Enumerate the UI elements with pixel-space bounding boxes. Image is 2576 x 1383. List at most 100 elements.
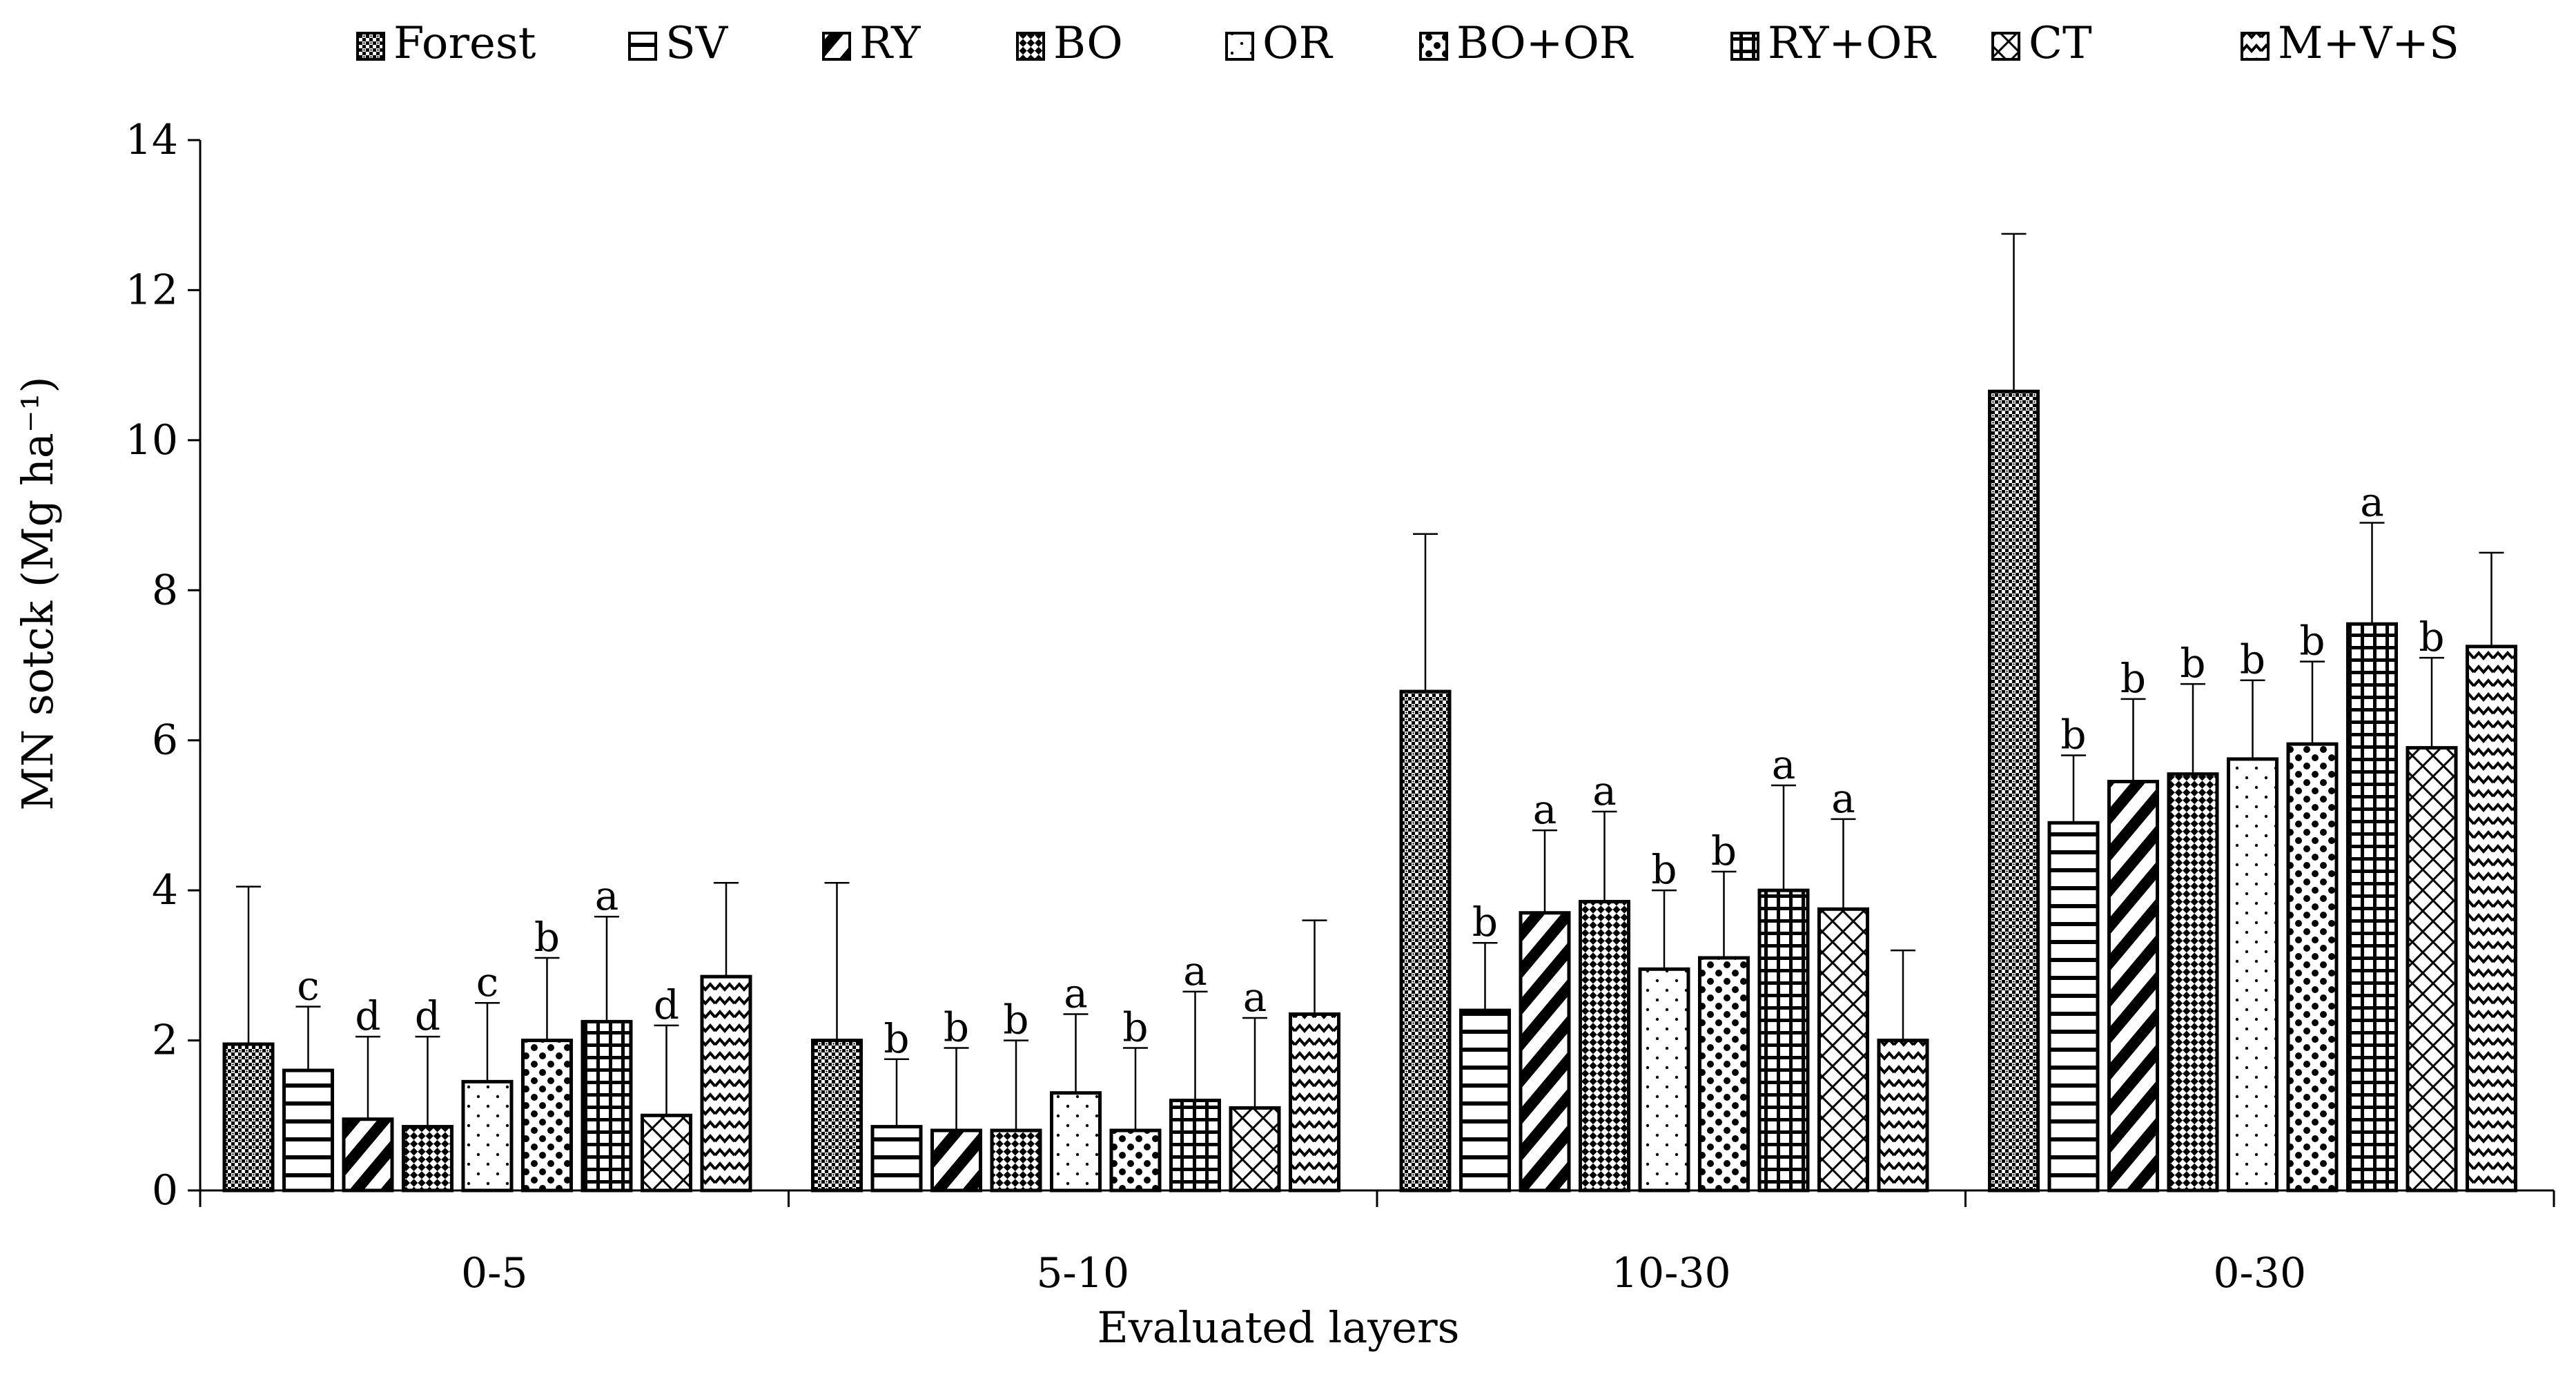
significance-letter: a: [595, 872, 619, 919]
bar: [282, 1068, 334, 1193]
significance-letter: b: [534, 914, 560, 961]
bar: [1877, 1039, 1929, 1193]
legend-label: CT: [2029, 18, 2092, 69]
bar: [222, 1042, 275, 1193]
y-tick-label: 2: [152, 1017, 178, 1065]
significance-letter: b: [884, 1015, 909, 1062]
significance-letter: b: [944, 1003, 969, 1050]
bar: [1169, 1099, 1221, 1193]
significance-letter: c: [297, 963, 319, 1010]
bar: [2466, 645, 2517, 1193]
y-tick-label: 4: [152, 866, 178, 914]
axes: 0 2 4 6 8 10 12 14 0-5 5-10 10-30 0-30: [126, 116, 2555, 1297]
bar: [2406, 746, 2458, 1193]
significance-letter: d: [654, 981, 679, 1028]
bar: [930, 1128, 982, 1193]
bar: [1050, 1091, 1102, 1193]
legend-label: RY+OR: [1768, 18, 1937, 69]
bar: [990, 1128, 1042, 1193]
bar: [2107, 780, 2159, 1193]
significance-letter: b: [1003, 997, 1028, 1043]
legend-swatch: [822, 32, 851, 61]
bar: [1757, 888, 1810, 1193]
x-tick-label: 0-5: [461, 1249, 528, 1297]
x-tick-label: 0-30: [2213, 1249, 2306, 1297]
significance-letter: b: [1122, 1003, 1148, 1050]
significance-letter: b: [1472, 899, 1498, 945]
significance-letter: a: [2360, 478, 2384, 525]
legend-label: SV: [665, 18, 729, 69]
bar: [1817, 907, 1869, 1193]
bar: [1399, 689, 1452, 1193]
significance-letter: a: [1183, 948, 1207, 994]
bar: [1289, 1012, 1340, 1193]
bar: [811, 1039, 863, 1193]
bar: [1459, 1008, 1511, 1193]
x-tick-label: 5-10: [1036, 1249, 1129, 1297]
significance-letter: d: [415, 992, 440, 1039]
legend: Forest SV RY BO OR BO+OR RY+OR CT M+V+S: [356, 18, 2459, 69]
bar: [402, 1125, 453, 1193]
bar: [2167, 772, 2219, 1193]
legend-swatch: [356, 32, 385, 61]
legend-label: OR: [1262, 18, 1333, 69]
legend-swatch: [1016, 32, 1045, 61]
y-tick-label: 8: [152, 566, 178, 614]
bar: [1579, 899, 1630, 1193]
legend-label: Forest: [393, 18, 536, 69]
bar: [1109, 1128, 1162, 1193]
bar: [1519, 911, 1571, 1193]
legend-swatch: [1225, 32, 1254, 61]
x-tick-label: 10-30: [1612, 1249, 1731, 1297]
significance-letter: d: [355, 992, 380, 1039]
legend-label: BO: [1053, 18, 1123, 69]
bar: [521, 1039, 573, 1193]
bar: [1698, 956, 1750, 1193]
legend-label: RY: [859, 18, 921, 69]
bar: [870, 1125, 923, 1193]
y-tick-label: 12: [126, 266, 178, 314]
significance-letter: a: [1592, 767, 1617, 814]
significance-letter: a: [1772, 741, 1796, 788]
significance-letter: b: [2419, 614, 2444, 660]
bar: [641, 1113, 692, 1193]
legend-swatch: [1991, 32, 2020, 61]
bar: [2047, 821, 2100, 1193]
bar: [342, 1117, 394, 1193]
significance-letter: b: [2299, 618, 2325, 665]
y-axis-label: MN sotck (Mg ha⁻¹): [12, 376, 63, 810]
error-bars: [236, 233, 2504, 1131]
significance-letter: a: [1064, 970, 1088, 1017]
bar: [2346, 622, 2398, 1193]
significance-letter: b: [1711, 827, 1737, 874]
legend-swatch: [2241, 32, 2270, 61]
significance-letter: a: [1831, 775, 1855, 822]
bar: [700, 974, 752, 1193]
significance-letter: b: [1651, 846, 1677, 893]
significance-letter: c: [476, 959, 498, 1006]
significance-letter: b: [2120, 655, 2146, 702]
significance-letter: b: [2240, 636, 2265, 683]
legend-swatch: [628, 32, 657, 61]
significance-letter: b: [2060, 711, 2086, 758]
bar: [1229, 1106, 1281, 1193]
bar: [2227, 757, 2279, 1193]
y-tick-label: 6: [152, 716, 178, 765]
bars: [222, 389, 2517, 1193]
significance-letter: b: [2180, 640, 2205, 687]
legend-swatch: [1419, 32, 1448, 61]
legend-label: BO+OR: [1456, 18, 1634, 69]
legend-label: M+V+S: [2278, 18, 2459, 69]
legend-swatch: [1730, 32, 1759, 61]
bar: [2286, 742, 2339, 1193]
bar: [461, 1079, 514, 1193]
significance-letter: a: [1243, 974, 1267, 1021]
significance-letter: a: [1533, 786, 1557, 833]
y-tick-label: 0: [152, 1166, 178, 1215]
y-tick-label: 10: [126, 416, 178, 464]
bar: [1988, 389, 2040, 1193]
bar: [580, 1019, 633, 1193]
y-tick-label: 14: [126, 116, 178, 164]
